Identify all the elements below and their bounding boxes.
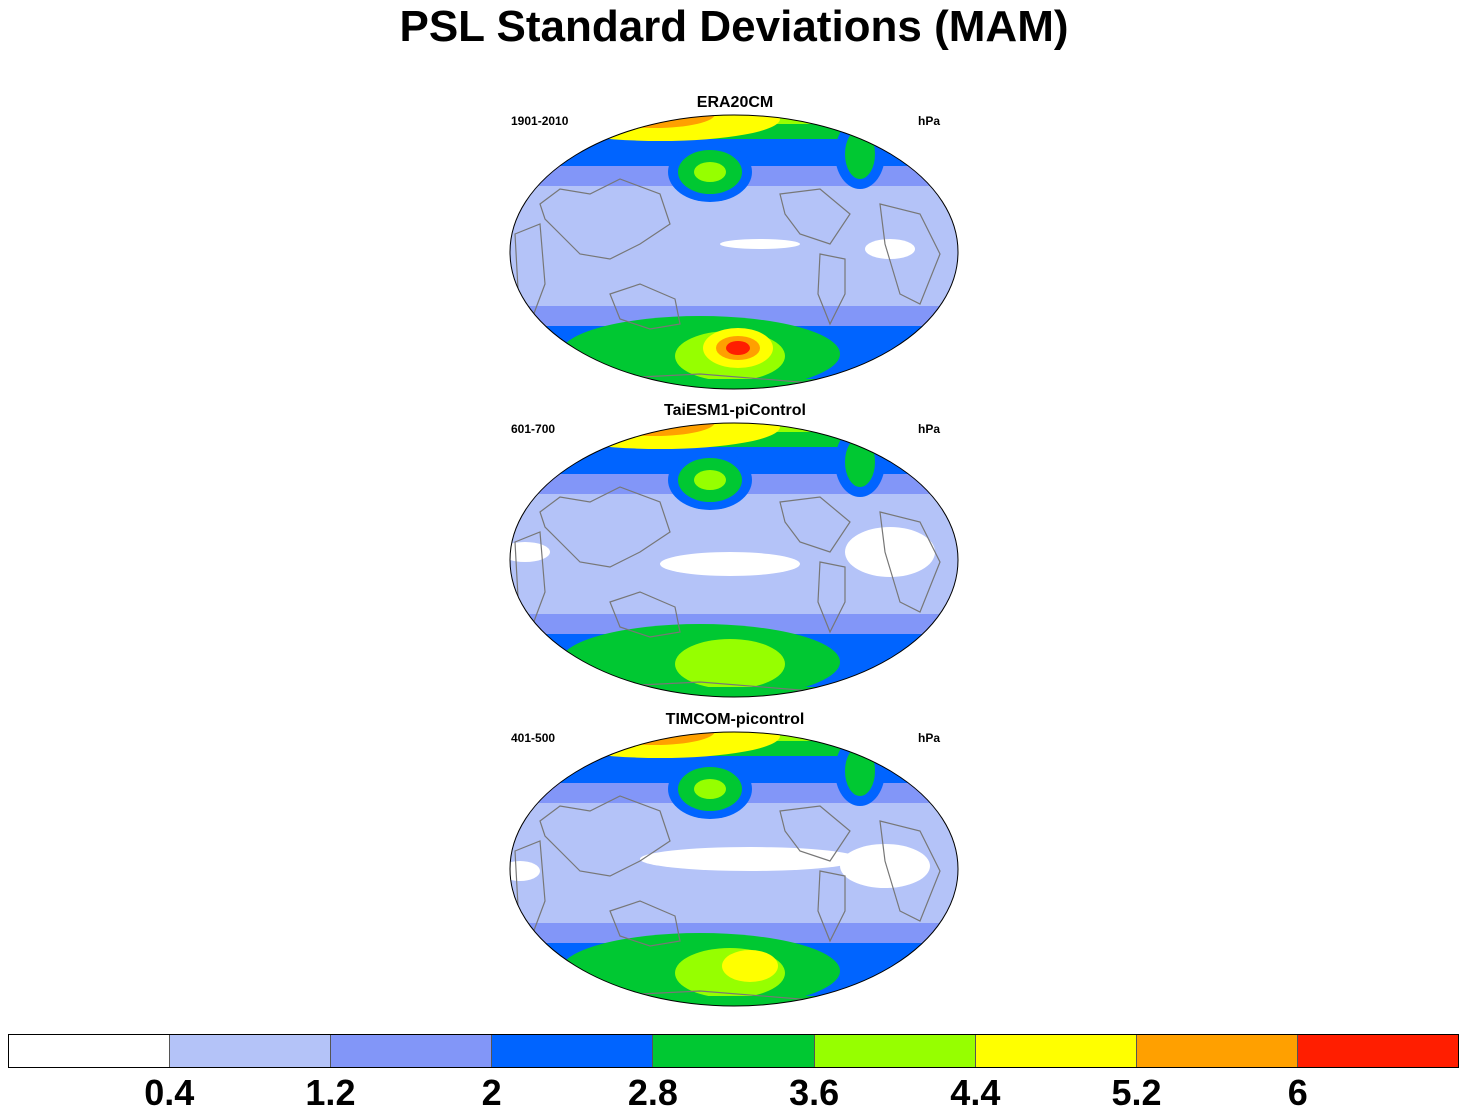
- map-border: [509, 114, 959, 390]
- continent-outline: [779, 805, 851, 862]
- continent-outline: [514, 223, 546, 326]
- map-panel-taiesm1: TaiESM1-piControl 601-700 hPa: [500, 402, 970, 702]
- field-arctic: [540, 115, 780, 141]
- field-band-south: [510, 687, 958, 697]
- colorbar-box: [331, 1035, 493, 1067]
- field-atlantic-low: [845, 129, 875, 179]
- field-low: [510, 542, 550, 562]
- panel-title: TIMCOM-picontrol: [665, 711, 805, 728]
- colorbar-box: [9, 1035, 171, 1067]
- map-plot: [509, 114, 959, 390]
- continent-outline: [539, 486, 671, 568]
- map-field: [510, 423, 958, 697]
- continent-outline: [609, 591, 681, 638]
- colorbar-labels: 0.4 1.2 2 2.8 3.6 4.4 5.2 6: [0, 1072, 1468, 1117]
- continent-outline: [817, 870, 846, 943]
- field-low: [640, 847, 860, 871]
- panel-period: 1901-2010: [511, 114, 569, 128]
- continent-outline: [879, 203, 941, 305]
- figure-title: PSL Standard Deviations (MAM): [399, 2, 1069, 51]
- map-plot: [509, 422, 959, 698]
- colorbar-label: 0.4: [144, 1072, 195, 1113]
- continent-outline: [609, 283, 681, 330]
- colorbar-box: [975, 1035, 1137, 1067]
- continent-outline: [817, 253, 846, 326]
- field-low: [845, 527, 935, 577]
- field-atlantic-low: [845, 437, 875, 487]
- colorbar-label: 6: [1287, 1072, 1308, 1113]
- field-south-core: [710, 642, 770, 672]
- map-field: [510, 115, 958, 389]
- colorbar-label: 1.2: [305, 1072, 356, 1113]
- field-arctic: [540, 423, 780, 449]
- panel-title: TaiESM1-piControl: [664, 402, 806, 419]
- continent-outline: [879, 511, 941, 613]
- continent-outline: [879, 820, 941, 922]
- field-pacific-low: [694, 779, 726, 799]
- field-south-core: [736, 958, 764, 974]
- colorbar-label: 3.6: [789, 1072, 840, 1113]
- panel-title: ERA20CM: [696, 94, 774, 111]
- map-border: [509, 731, 959, 1007]
- panel-units: hPa: [917, 422, 940, 436]
- continent-outline: [539, 178, 671, 260]
- colorbar-label: 4.4: [950, 1072, 1001, 1113]
- continent-outline: [779, 188, 851, 245]
- continent-outline: [539, 795, 671, 877]
- field-south-core: [726, 341, 750, 355]
- field-atlantic-low: [845, 746, 875, 796]
- field-pacific-low: [694, 162, 726, 182]
- field-low: [865, 239, 915, 259]
- field-pacific-low: [694, 470, 726, 490]
- colorbar-box: [814, 1035, 976, 1067]
- continent-outline: [514, 531, 546, 634]
- map-panel-era20cm: ERA20CM 1901-2010 hPa: [500, 94, 970, 394]
- panel-period: 401-500: [511, 731, 556, 745]
- continent-outline: [817, 561, 846, 634]
- colorbar-label: 2.8: [627, 1072, 678, 1113]
- colorbar-box: [653, 1035, 815, 1067]
- field-arctic: [540, 732, 780, 758]
- map-plot: [509, 731, 959, 1007]
- field-band-south: [510, 996, 958, 1006]
- colorbar-label: 2: [481, 1072, 502, 1113]
- map-panel-timcom: TIMCOM-picontrol 401-500 hPa: [500, 711, 970, 1011]
- field-arctic: [653, 115, 677, 120]
- continent-outline: [514, 840, 546, 943]
- continent-outline: [779, 496, 851, 553]
- colorbar-label: 5.2: [1111, 1072, 1162, 1113]
- field-low: [840, 844, 930, 888]
- field-low: [510, 861, 540, 881]
- field-band-south: [510, 379, 958, 389]
- map-border: [509, 422, 959, 698]
- map-field: [510, 732, 958, 1006]
- colorbar-box: [1136, 1035, 1298, 1067]
- field-low: [660, 552, 800, 576]
- panel-units: hPa: [917, 114, 940, 128]
- colorbar-box: [1297, 1035, 1458, 1067]
- field-low: [720, 239, 800, 249]
- continent-outline: [609, 900, 681, 947]
- colorbar: [8, 1034, 1459, 1068]
- colorbar-box: [492, 1035, 654, 1067]
- colorbar-box: [170, 1035, 332, 1067]
- panel-period: 601-700: [511, 422, 556, 436]
- panel-units: hPa: [917, 731, 940, 745]
